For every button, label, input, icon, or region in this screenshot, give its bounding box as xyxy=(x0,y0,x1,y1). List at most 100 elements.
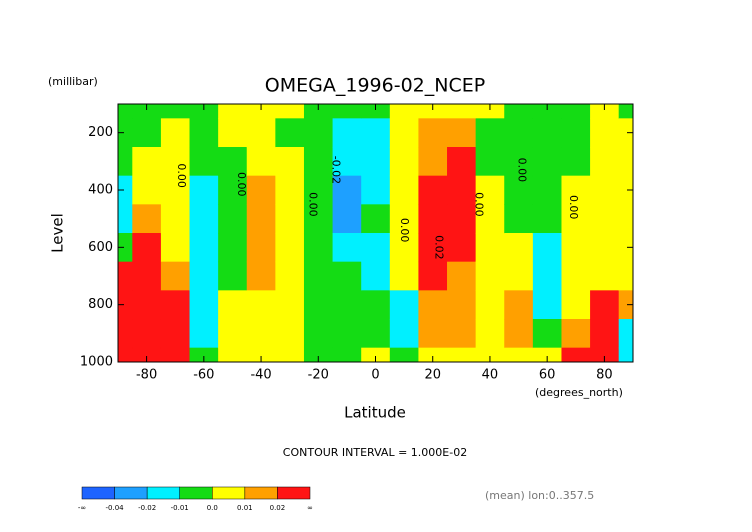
field-cell xyxy=(275,147,305,177)
field-cell xyxy=(389,233,419,263)
field-cell xyxy=(332,290,362,320)
field-cell xyxy=(275,347,305,363)
field-cell xyxy=(160,290,191,320)
field-cell xyxy=(418,118,448,148)
field-cell xyxy=(418,347,448,363)
field-cell xyxy=(561,347,591,363)
field-cell xyxy=(447,261,477,291)
field-cell xyxy=(332,261,362,291)
field-cell xyxy=(561,204,591,234)
field-cell xyxy=(132,147,162,177)
field-cell xyxy=(189,104,219,119)
field-cell xyxy=(475,233,505,263)
field-cell xyxy=(218,204,248,234)
field-cell xyxy=(189,175,219,205)
colorbar-label: -∞ xyxy=(78,504,86,512)
field-cell xyxy=(132,347,162,363)
field-cell xyxy=(447,147,477,177)
field-cell xyxy=(590,347,620,363)
field-cell xyxy=(389,147,419,177)
field-cell xyxy=(160,347,191,363)
colorbar-label: -0.04 xyxy=(106,504,125,512)
field-cell xyxy=(418,175,448,205)
field-cell xyxy=(160,319,191,349)
colorbar-label: ∞ xyxy=(307,504,313,512)
field-cell xyxy=(303,147,334,177)
field-cell xyxy=(118,233,133,263)
field-cell xyxy=(504,104,534,119)
field-cell xyxy=(218,290,248,320)
field-cell xyxy=(361,261,391,291)
field-cell xyxy=(447,118,477,148)
field-cell xyxy=(275,118,305,148)
field-cell xyxy=(561,290,591,320)
field-cell xyxy=(618,261,634,291)
field-cell xyxy=(561,175,591,205)
field-cell xyxy=(132,118,162,148)
field-cell xyxy=(532,175,562,205)
field-cell xyxy=(132,290,162,320)
field-cell xyxy=(561,319,591,349)
colorbar-swatch xyxy=(179,486,213,500)
field-cell xyxy=(504,118,534,148)
field-cell xyxy=(218,347,248,363)
field-cell xyxy=(189,118,219,148)
colorbar-label: -0.02 xyxy=(138,504,156,512)
x-tick-label: -60 xyxy=(193,368,214,383)
field-cell xyxy=(118,204,133,234)
field-cell xyxy=(275,233,305,263)
field-cell xyxy=(160,118,191,148)
field-cell xyxy=(389,347,419,363)
field-cell xyxy=(618,204,634,234)
field-cell xyxy=(118,175,133,205)
field-cell xyxy=(361,347,391,363)
field-cell xyxy=(160,233,191,263)
field-cell xyxy=(332,233,362,263)
field-cell xyxy=(275,204,305,234)
field-cell xyxy=(275,104,305,119)
y-tick-label: 400 xyxy=(88,183,113,198)
field-cell xyxy=(447,347,477,363)
field-cell xyxy=(275,175,305,205)
field-cell xyxy=(189,347,219,363)
y-axis-label: Level xyxy=(49,213,67,253)
y-tick-label: 200 xyxy=(88,125,113,140)
field-cell xyxy=(218,233,248,263)
field-cell xyxy=(389,175,419,205)
field-cell xyxy=(132,104,162,119)
field-cell xyxy=(246,347,276,363)
x-tick-label: 60 xyxy=(539,368,556,383)
field-cell xyxy=(132,319,162,349)
field-cell xyxy=(618,290,634,320)
field-cell xyxy=(118,261,133,291)
field-cell xyxy=(189,233,219,263)
field xyxy=(118,104,634,363)
field-cell xyxy=(246,104,276,119)
field-cell xyxy=(246,319,276,349)
field-cell xyxy=(618,118,634,148)
field-cell xyxy=(532,347,562,363)
contour-label: 0.00 xyxy=(567,195,580,220)
field-cell xyxy=(160,104,191,119)
field-cell xyxy=(303,261,334,291)
field-cell xyxy=(561,147,591,177)
field-cell xyxy=(475,261,505,291)
x-tick-label: 0 xyxy=(371,368,379,383)
field-cell xyxy=(361,319,391,349)
subtitle: CONTOUR INTERVAL = 1.000E-02 xyxy=(283,446,467,459)
field-cell xyxy=(447,204,477,234)
x-tick-label: -80 xyxy=(136,368,157,383)
colorbar-swatch xyxy=(114,486,148,500)
field-cell xyxy=(447,104,477,119)
field-cell xyxy=(618,347,634,363)
colorbar-label: 0.01 xyxy=(237,504,253,512)
field-cell xyxy=(504,175,534,205)
colorbar-label: 0.0 xyxy=(207,504,218,512)
field-cell xyxy=(361,290,391,320)
field-cell xyxy=(303,104,334,119)
field-cell xyxy=(590,204,620,234)
field-cell xyxy=(303,233,334,263)
field-cell xyxy=(618,175,634,205)
x-tick-label: 20 xyxy=(424,368,441,383)
x-tick-label: -20 xyxy=(308,368,329,383)
